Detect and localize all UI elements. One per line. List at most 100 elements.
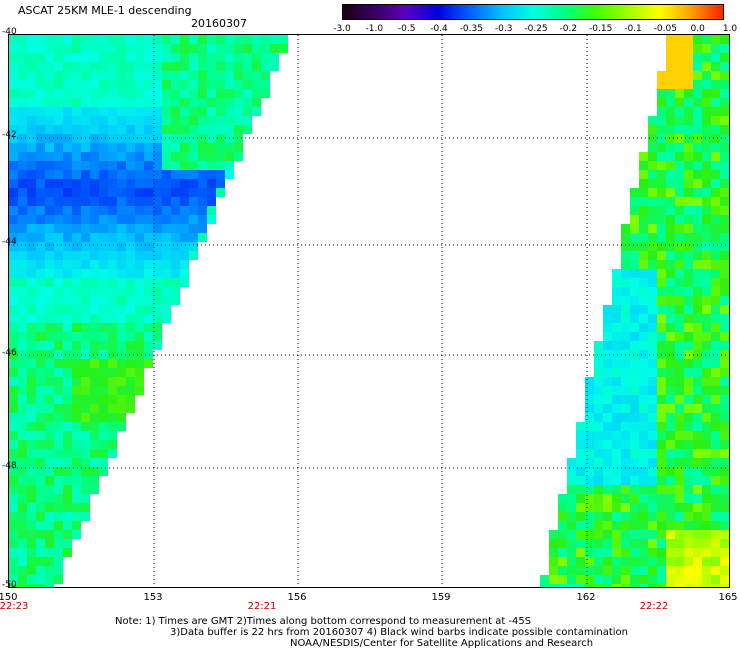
swath-cell [126, 323, 135, 332]
swath-cell [18, 224, 27, 233]
swath-cell [135, 332, 144, 341]
swath-cell [144, 152, 153, 161]
swath-cell [594, 467, 603, 476]
swath-cell [702, 521, 711, 530]
swath-cell [153, 260, 162, 269]
swath-cell [81, 458, 90, 467]
swath-cell [702, 98, 711, 107]
swath-cell [657, 188, 666, 197]
swath-cell [657, 305, 666, 314]
swath-cell [63, 530, 72, 539]
swath-cell [135, 170, 144, 179]
swath-cell [135, 278, 144, 287]
swath-cell [639, 584, 648, 587]
swath-cell [45, 386, 54, 395]
swath-cell [621, 440, 630, 449]
swath-cell [144, 116, 153, 125]
swath-cell [45, 530, 54, 539]
swath-cell [585, 521, 594, 530]
swath-cell [63, 413, 72, 422]
swath-cell [675, 233, 684, 242]
swath-cell [684, 89, 693, 98]
swath-cell [27, 152, 36, 161]
swath-cell [675, 170, 684, 179]
swath-cell [9, 332, 18, 341]
swath-cell [108, 413, 117, 422]
swath-cell [72, 188, 81, 197]
swath-cell [612, 395, 621, 404]
swath-cell [675, 107, 684, 116]
swath-cell [45, 413, 54, 422]
swath-cell [720, 197, 729, 206]
swath-cell [18, 44, 27, 53]
swath-cell [576, 566, 585, 575]
swath-cell [702, 512, 711, 521]
swath-cell [207, 134, 216, 143]
swath-cell [693, 215, 702, 224]
swath-cell [648, 116, 657, 125]
swath-cell [90, 449, 99, 458]
swath-cell [9, 530, 18, 539]
swath-cell [72, 80, 81, 89]
swath-cell [117, 206, 126, 215]
swath-cell [36, 413, 45, 422]
swath-cell [117, 44, 126, 53]
swath-cell [117, 71, 126, 80]
swath-cell [126, 89, 135, 98]
swath-cell [729, 197, 730, 206]
swath-cell [18, 179, 27, 188]
swath-cell [126, 269, 135, 278]
swath-cell [675, 44, 684, 53]
swath-cell [702, 215, 711, 224]
swath-cell [675, 485, 684, 494]
swath-cell [90, 422, 99, 431]
swath-cell [36, 53, 45, 62]
swath-cell [684, 98, 693, 107]
swath-cell [72, 476, 81, 485]
swath-cell [27, 107, 36, 116]
swath-cell [261, 35, 270, 44]
swath-cell [153, 269, 162, 278]
swath-cell [648, 161, 657, 170]
swath-cell [594, 431, 603, 440]
swath-cell [621, 224, 630, 233]
swath-cell [90, 242, 99, 251]
swath-cell [225, 44, 234, 53]
swath-cell [657, 521, 666, 530]
swath-cell [675, 557, 684, 566]
swath-cell [675, 476, 684, 485]
swath-cell [702, 44, 711, 53]
swath-cell [693, 80, 702, 89]
swath-cell [675, 422, 684, 431]
swath-cell [684, 296, 693, 305]
swath-cell [27, 494, 36, 503]
map-date: 20160307 [191, 17, 247, 30]
swath-cell [171, 89, 180, 98]
swath-cell [72, 143, 81, 152]
swath-cell [9, 188, 18, 197]
swath-cell [54, 134, 63, 143]
swath-cell [63, 323, 72, 332]
swath-cell [162, 62, 171, 71]
swath-cell [18, 512, 27, 521]
swath-cell [639, 350, 648, 359]
swath-cell [81, 143, 90, 152]
swath-cell [90, 485, 99, 494]
swath-cell [693, 314, 702, 323]
lon-label: 153 [143, 592, 163, 603]
swath-cell [648, 539, 657, 548]
swath-cell [18, 62, 27, 71]
swath-cell [720, 62, 729, 71]
swath-cell [72, 197, 81, 206]
swath-cell [666, 35, 675, 44]
swath-cell [729, 251, 730, 260]
swath-cell [9, 152, 18, 161]
swath-cell [729, 215, 730, 224]
swath-cell [729, 359, 730, 368]
swath-cell [45, 296, 54, 305]
swath-cell [45, 458, 54, 467]
swath-cell [81, 395, 90, 404]
swath-cell [558, 584, 567, 587]
swath-cell [648, 395, 657, 404]
swath-cell [36, 287, 45, 296]
